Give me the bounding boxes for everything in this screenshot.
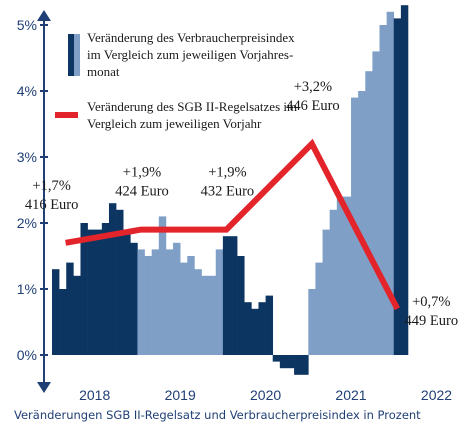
x-tick-label: 2019 [165, 387, 196, 403]
legend-swatch-light [74, 34, 80, 76]
regelsatz-line [65, 138, 400, 311]
cpi-bar [173, 242, 181, 355]
cpi-bar [329, 209, 338, 355]
cpi-bar [372, 51, 380, 356]
y-tick-label: 3% [17, 149, 37, 165]
x-tick-label: 2021 [335, 387, 366, 403]
cpi-bar [187, 256, 195, 355]
y-tick-label: 4% [17, 83, 37, 99]
cpi-bar [165, 249, 174, 355]
regelsatz-annotations: +1,7% 416 Euro +1,9% 424 Euro +1,9% 432 Euro +… [25, 79, 458, 329]
regelsatz-amount-label: 446 Euro [286, 98, 340, 114]
x-ticks: 2018 2019 2020 2021 2022 [79, 387, 452, 403]
regelsatz-change-label: +0,7% [412, 294, 450, 310]
legend-swatch-dark [68, 34, 74, 76]
y-tick-label: 0% [17, 347, 37, 363]
cpi-bar [365, 71, 373, 355]
cpi-bar [101, 223, 110, 355]
cpi-bar [244, 302, 252, 355]
regelsatz-amount-label: 416 Euro [25, 197, 79, 213]
cpi-bar [108, 203, 117, 355]
cpi-bar [80, 223, 88, 355]
regelsatz-change-label: +1,7% [32, 178, 70, 194]
x-tick-label: 2022 [421, 387, 452, 403]
y-tick-label: 5% [17, 17, 37, 33]
legend-cpi-line-2: im Vergleich zum jeweiligen Vorjahres- [87, 47, 293, 62]
cpi-bar [315, 262, 323, 355]
cpi-bar [208, 275, 217, 355]
y-ticks: 0% 1% 2% 3% 4% 5% [17, 17, 48, 363]
y-tick-label: 1% [17, 281, 37, 297]
cpi-bar [144, 256, 152, 355]
cpi-bar [94, 229, 103, 355]
legend-cpi-line-1: Veränderung des Verbraucherpreisindex [87, 30, 295, 45]
cpi-bar [294, 355, 302, 375]
y-tick-label: 2% [17, 215, 37, 231]
cpi-bar [52, 269, 60, 355]
cpi-bar [158, 216, 167, 355]
cpi-bar [66, 262, 74, 355]
cpi-bars [52, 5, 409, 375]
x-tick-label: 2018 [79, 387, 110, 403]
cpi-bar [215, 249, 224, 355]
cpi-bar [59, 289, 67, 355]
cpi-bar [73, 275, 81, 355]
cpi-bar [137, 249, 145, 355]
cpi-bar [130, 242, 138, 355]
regelsatz-amount-label: 424 Euro [115, 184, 169, 200]
cpi-bar [251, 308, 259, 355]
cpi-bar [194, 269, 202, 355]
cpi-bar [258, 302, 266, 355]
regelsatz-change-label: +1,9% [123, 165, 161, 181]
y-axis-arrow-bottom [37, 382, 51, 393]
cpi-bar [222, 236, 231, 355]
regelsatz-change-label: +3,2% [294, 79, 332, 95]
cpi-bar [358, 91, 366, 355]
legend-cpi-line-3: monat [87, 64, 120, 79]
cpi-bar [116, 209, 124, 355]
legend-regelsatz-line-2: Vergleich zum jeweiligen Vorjahr [87, 116, 262, 131]
cpi-bar [279, 355, 288, 369]
cpi-bar [308, 289, 316, 355]
chart-caption: Veränderungen SGB II-Regelsatz und Verbr… [14, 408, 421, 422]
y-axis-arrow-top [37, 10, 51, 21]
regelsatz-change-label: +1,9% [208, 165, 246, 181]
cpi-bar [400, 5, 409, 355]
cpi-bar [386, 11, 395, 356]
cpi-bar [322, 229, 330, 355]
legend: Veränderung des Verbraucherpreisindex im… [55, 30, 297, 131]
y-axis [37, 10, 51, 393]
cpi-bar [201, 275, 209, 355]
cpi-bar [230, 236, 238, 355]
cpi-bar [393, 18, 402, 356]
legend-regelsatz-line-1: Veränderung des SGB II-Regelsatzes im [87, 99, 297, 114]
cpi-bar [180, 262, 188, 355]
cpi-bar [336, 196, 345, 355]
cpi-bar [265, 295, 274, 355]
x-tick-label: 2020 [250, 387, 281, 403]
cpi-bar [286, 355, 295, 369]
regelsatz-amount-label: 432 Euro [201, 184, 255, 200]
cpi-bar [272, 355, 281, 362]
regelsatz-line-group [65, 138, 400, 311]
cpi-bar [379, 25, 387, 355]
cpi-bar [87, 229, 96, 355]
cpi-bar [343, 196, 352, 355]
cpi-bar [301, 355, 309, 375]
cpi-bar [151, 249, 160, 355]
regelsatz-amount-label: 449 Euro [405, 313, 459, 329]
cpi-bar [123, 229, 131, 355]
cpi-bar [237, 256, 245, 355]
